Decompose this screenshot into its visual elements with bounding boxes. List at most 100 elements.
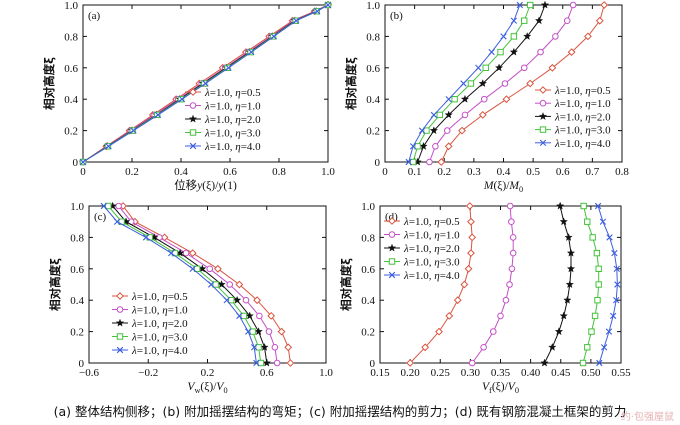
data-point — [183, 250, 189, 256]
legend-label: λ=1.0, η=0.5 — [403, 216, 460, 228]
y-tick-label: 0.4 — [70, 295, 84, 307]
x-tick-label: 0.6 — [260, 367, 274, 379]
data-point — [266, 329, 272, 335]
label-part: =1.0, — [560, 85, 585, 97]
data-point — [580, 360, 585, 365]
label-part: =1.0, — [409, 243, 434, 255]
data-point — [285, 344, 291, 350]
data-point — [541, 359, 548, 366]
data-point — [468, 81, 473, 86]
x-tick-label: 0.4 — [497, 166, 511, 178]
x-tick-label: 0 — [382, 166, 388, 178]
label-part: =3.0 — [591, 125, 611, 137]
label-part: =2.0 — [591, 111, 611, 123]
data-point — [465, 266, 471, 272]
label-part: =1.0, — [137, 318, 162, 330]
data-point — [560, 218, 567, 225]
x-tick-label: 0.5 — [526, 166, 540, 178]
x-tick-label: 0.55 — [611, 367, 631, 379]
label-part: =1.0, — [560, 111, 585, 123]
legend-label: λ=1.0, η=1.0 — [204, 101, 261, 113]
data-point — [511, 18, 517, 24]
chart-panel-d: 0.15 0.20 0.25 0.30 0.35 0.40 0.45 0.50 0.5500.2… — [339, 201, 631, 395]
x-tick-label: 0.6 — [556, 166, 570, 178]
label-part: =0.5 — [168, 291, 188, 303]
label-part: =1.0, — [210, 128, 235, 140]
legend-label: λ=1.0, η=4.0 — [131, 345, 188, 357]
label-part: (ξ)/ — [493, 180, 510, 192]
chart-panel-c: −0.6 −0.2 0.2 0.6 1.000.20.40.60.81.0(c)Vw(ξ… — [48, 201, 333, 395]
legend-marker — [389, 232, 395, 238]
legend-label: λ=1.0, η=0.5 — [204, 87, 261, 99]
y-tick-label: 0 — [79, 358, 85, 370]
y-tick-label: 0.8 — [361, 232, 375, 244]
y-tick-label: 0.2 — [366, 126, 380, 138]
data-point — [433, 144, 439, 150]
series-line — [545, 206, 572, 363]
y-tick-label: 0.2 — [361, 327, 375, 339]
data-point — [570, 2, 576, 8]
x-tick-label: 1.0 — [321, 166, 335, 178]
legend-label: λ=1.0, η=4.0 — [403, 270, 460, 282]
legend-label: λ=1.0, η=3.0 — [403, 257, 460, 269]
label-part: =3.0 — [440, 257, 460, 269]
label-part: =4.0 — [168, 345, 188, 357]
x-tick-label: 0.3 — [467, 166, 481, 178]
data-point — [507, 282, 513, 288]
label-part: =1.0, — [210, 114, 235, 126]
y-tick-label: 0.4 — [366, 94, 380, 106]
label-part: =1.0, — [210, 141, 235, 153]
legend-marker — [117, 293, 123, 299]
legend-marker — [117, 334, 122, 339]
y-tick-label: 0.6 — [366, 63, 380, 75]
data-point — [468, 250, 474, 256]
data-point — [420, 143, 427, 150]
data-point — [287, 360, 293, 366]
data-point — [564, 18, 570, 24]
label-part: =3.0 — [241, 128, 261, 140]
data-point — [489, 49, 495, 55]
y-axis-label: 相对高度ξ — [48, 258, 62, 311]
data-point — [511, 34, 516, 39]
series-line — [429, 5, 573, 162]
data-point — [263, 359, 270, 366]
label-part: 0 — [519, 185, 523, 194]
legend-label: λ=1.0, η=2.0 — [403, 243, 460, 255]
x-tick-label: 0.30 — [461, 367, 481, 379]
legend-marker — [117, 307, 123, 313]
x-axis-label: 位移y(ξ)/y(1) — [174, 178, 237, 192]
label-part: 位移 — [174, 178, 197, 192]
data-point — [490, 329, 496, 335]
data-point — [509, 219, 515, 225]
x-tick-label: 0.8 — [272, 166, 286, 178]
data-point — [555, 328, 562, 335]
data-point — [592, 313, 597, 318]
data-point — [189, 250, 195, 256]
x-tick-label: 0.2 — [437, 166, 451, 178]
data-point — [535, 17, 542, 24]
data-point — [227, 282, 233, 288]
data-point — [476, 65, 482, 71]
x-tick-label: −0.2 — [138, 367, 158, 379]
legend-label: λ=1.0, η=4.0 — [554, 138, 611, 150]
label-part: =1.0, — [210, 101, 235, 113]
data-point — [522, 18, 527, 23]
label-part: 0 — [223, 386, 227, 395]
data-point — [601, 2, 607, 8]
data-point — [596, 282, 601, 287]
legend: λ=1.0, η=0.5λ=1.0, η=1.0λ=1.0, η=2.0λ=1.… — [185, 87, 261, 153]
label-part: (ξ)/ — [492, 381, 509, 393]
data-point — [461, 281, 467, 287]
data-point — [600, 219, 606, 225]
legend-label: λ=1.0, η=3.0 — [204, 128, 261, 140]
data-point — [590, 235, 595, 240]
label-part: =0.5 — [591, 85, 611, 97]
label-part: =0.5 — [440, 216, 460, 228]
y-tick-label: 0.8 — [70, 232, 84, 244]
chart-panel-a: 0 0.2 0.4 0.6 0.8 1.000.20.40.60.81.0(a)位移y(ξ… — [42, 0, 335, 192]
label-part: =0.5 — [241, 87, 261, 99]
x-tick-label: 0.45 — [551, 367, 571, 379]
x-tick-label: 0.2 — [201, 367, 215, 379]
data-point — [589, 329, 594, 334]
legend-label: λ=1.0, η=3.0 — [554, 125, 611, 137]
